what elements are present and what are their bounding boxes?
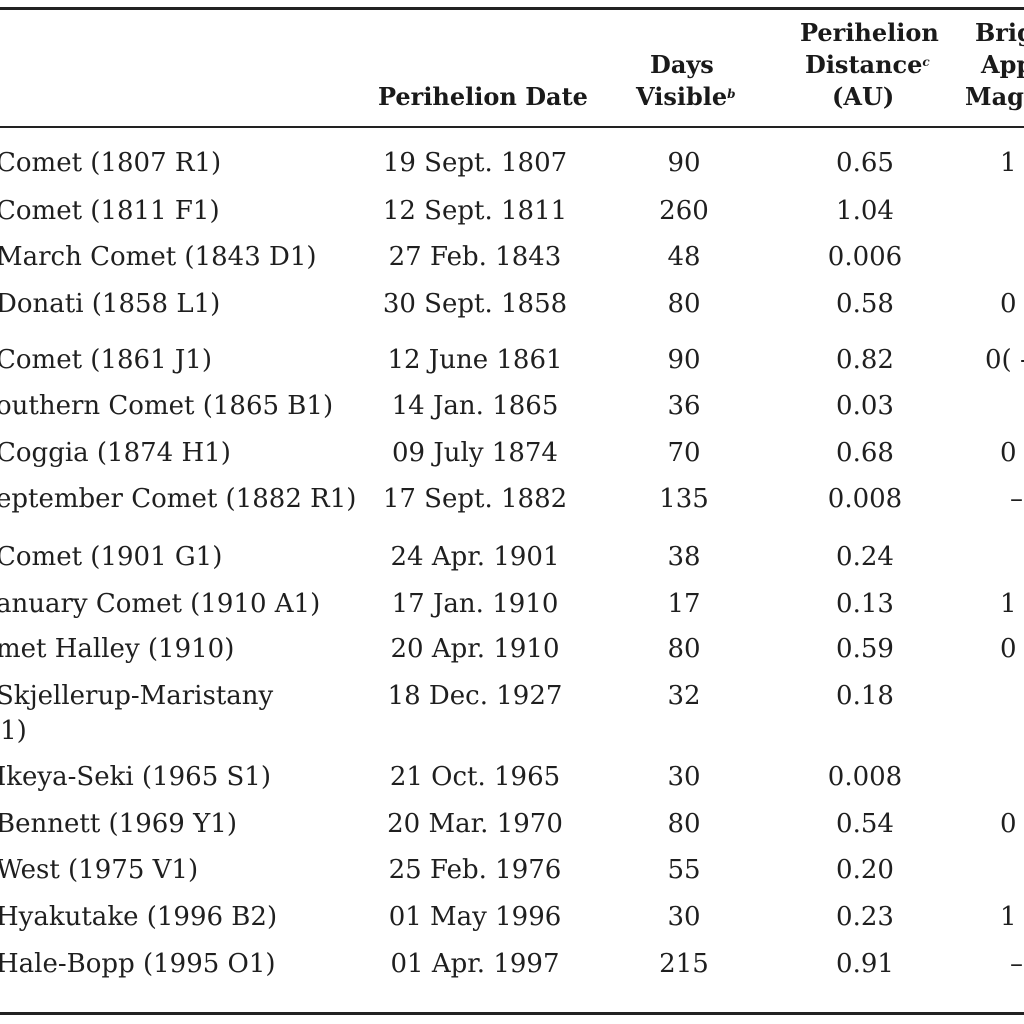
comet-name: Coggia (1874 H1) (0, 438, 231, 468)
table-header-rule (0, 126, 1024, 128)
comet-name: Comet (1861 J1) (0, 345, 212, 375)
perihelion-date: 09 July 1874 (392, 438, 558, 468)
perihelion-distance: 0.68 (836, 438, 894, 468)
perihelion-distance: 0.008 (827, 762, 903, 792)
header-perihelion-distance-line2: Distancec (805, 49, 930, 80)
header-brightness-line3: Mag (965, 82, 1024, 111)
perihelion-distance: 0.18 (836, 681, 894, 711)
header-perihelion-distance-text: Distance (805, 50, 923, 79)
days-visible: 90 (667, 345, 701, 375)
days-visible: 70 (667, 438, 701, 468)
apparent-magnitude: 1 t (1000, 148, 1024, 178)
days-visible: 80 (667, 289, 701, 319)
days-visible: 32 (667, 681, 701, 711)
comet-name: March Comet (1843 D1) (0, 242, 317, 272)
perihelion-date: 17 Sept. 1882 (382, 484, 568, 514)
perihelion-distance: 0.82 (836, 345, 894, 375)
apparent-magnitude: 1 t (1000, 589, 1024, 619)
perihelion-date: 21 Oct. 1965 (389, 762, 561, 792)
comet-name: West (1975 V1) (0, 855, 199, 885)
comet-name: Comet (1901 G1) (0, 542, 223, 572)
days-visible: 36 (667, 391, 701, 421)
days-visible: 48 (667, 242, 701, 272)
footnote-b: b (727, 87, 736, 101)
perihelion-distance: 0.03 (836, 391, 894, 421)
perihelion-distance: 0.91 (836, 949, 894, 979)
days-visible: 30 (667, 902, 701, 932)
apparent-magnitude: 0 t (1000, 289, 1024, 319)
perihelion-date: 19 Sept. 1807 (382, 148, 568, 178)
perihelion-date: 12 Sept. 1811 (382, 196, 568, 226)
header-perihelion-distance-line1: Perihelion (800, 18, 939, 47)
perihelion-date: 01 Apr. 1997 (390, 949, 560, 979)
comet-name: anuary Comet (1910 A1) (0, 589, 321, 619)
apparent-magnitude: – (1010, 949, 1023, 979)
perihelion-distance: 0.008 (827, 484, 903, 514)
perihelion-date: 17 Jan. 1910 (391, 589, 559, 619)
header-days-visible-line1: Days (650, 50, 714, 79)
days-visible: 135 (659, 484, 709, 514)
perihelion-date: 25 Feb. 1976 (388, 855, 562, 885)
comet-name: outhern Comet (1865 B1) (0, 391, 334, 421)
perihelion-distance: 0.13 (836, 589, 894, 619)
perihelion-distance: 0.20 (836, 855, 894, 885)
days-visible: 17 (667, 589, 701, 619)
apparent-magnitude: 0 t (1000, 809, 1024, 839)
apparent-magnitude: 0( - (985, 345, 1024, 375)
comet-name: met Halley (1910) (0, 634, 235, 664)
perihelion-date: 24 Apr. 1901 (390, 542, 560, 572)
comet-name: Hyakutake (1996 B2) (0, 902, 278, 932)
comet-name: Bennett (1969 Y1) (0, 809, 237, 839)
perihelion-date: 20 Mar. 1970 (387, 809, 563, 839)
perihelion-distance: 0.59 (836, 634, 894, 664)
perihelion-distance: 0.23 (836, 902, 894, 932)
perihelion-date: 12 June 1861 (387, 345, 563, 375)
comet-name: Hale-Bopp (1995 O1) (0, 949, 276, 979)
header-perihelion-distance-line3: (AU) (832, 82, 895, 111)
days-visible: 90 (667, 148, 701, 178)
perihelion-date: 30 Sept. 1858 (382, 289, 568, 319)
comet-name: Comet (1811 F1) (0, 196, 220, 226)
perihelion-distance: 0.006 (827, 242, 903, 272)
header-perihelion-date: Perihelion Date (378, 82, 588, 111)
perihelion-date: 01 May 1996 (388, 902, 562, 932)
perihelion-date: 18 Dec. 1927 (387, 681, 563, 711)
header-brightness-line2: App (981, 50, 1024, 79)
comet-name-continued: (1) (0, 716, 27, 746)
apparent-magnitude: 0 t (1000, 634, 1024, 664)
days-visible: 38 (667, 542, 701, 572)
comet-name: Comet (1807 R1) (0, 148, 222, 178)
apparent-magnitude: – (1010, 484, 1023, 514)
days-visible: 55 (667, 855, 701, 885)
footnote-c: c (922, 55, 930, 69)
perihelion-date: 20 Apr. 1910 (390, 634, 560, 664)
comet-name: Ikeya-Seki (1965 S1) (0, 762, 271, 792)
table-bottom-rule (0, 1012, 1024, 1015)
header-days-visible-text: Visible (636, 82, 728, 111)
header-days-visible-line2: Visibleb (636, 81, 736, 112)
perihelion-distance: 0.58 (836, 289, 894, 319)
perihelion-distance: 0.65 (836, 148, 894, 178)
comet-name: Donati (1858 L1) (0, 289, 221, 319)
perihelion-distance: 0.24 (836, 542, 894, 572)
days-visible: 260 (659, 196, 709, 226)
days-visible: 215 (659, 949, 709, 979)
perihelion-distance: 1.04 (836, 196, 894, 226)
perihelion-date: 27 Feb. 1843 (388, 242, 562, 272)
table-top-rule (0, 7, 1024, 10)
header-brightness-line1: Brig (975, 18, 1024, 47)
comet-name: Skjellerup-Maristany (0, 681, 274, 711)
days-visible: 30 (667, 762, 701, 792)
perihelion-distance: 0.54 (836, 809, 894, 839)
apparent-magnitude: 1 t (1000, 902, 1024, 932)
apparent-magnitude: 0 t (1000, 438, 1024, 468)
perihelion-date: 14 Jan. 1865 (391, 391, 559, 421)
days-visible: 80 (667, 634, 701, 664)
comet-name: eptember Comet (1882 R1) (0, 484, 357, 514)
days-visible: 80 (667, 809, 701, 839)
